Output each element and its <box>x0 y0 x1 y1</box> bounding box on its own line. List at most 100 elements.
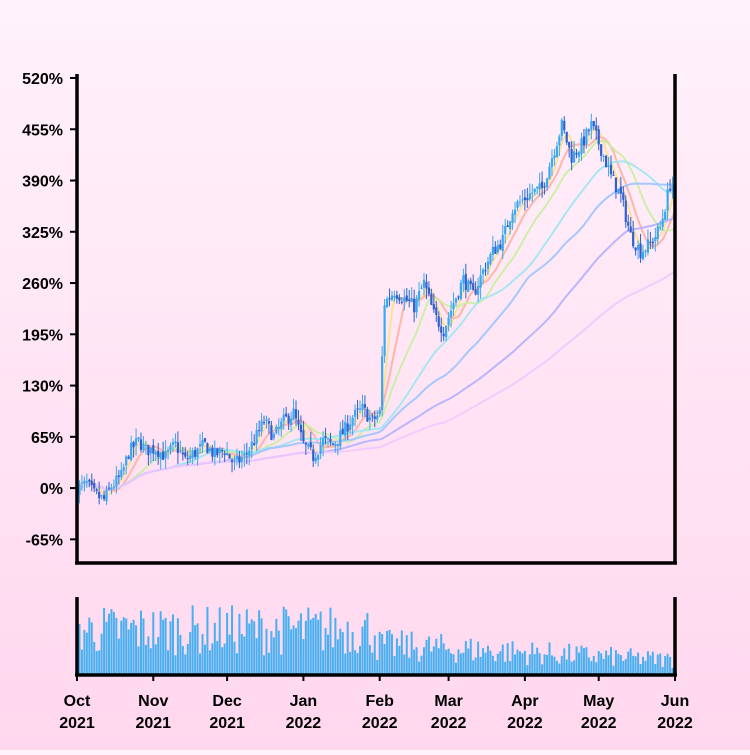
candle-body <box>590 121 593 131</box>
volume-bar <box>221 647 224 675</box>
volume-bar <box>440 633 443 675</box>
x-tick-month-label: Feb <box>365 693 394 710</box>
candle-body <box>78 483 81 496</box>
candle-body <box>531 192 534 194</box>
volume-bar <box>659 653 662 675</box>
candle-body <box>270 425 273 440</box>
volume-bar <box>85 632 88 675</box>
candle-body <box>457 296 460 298</box>
volume-bar <box>157 636 160 675</box>
candle-body <box>139 439 143 450</box>
volume-bar <box>226 612 229 675</box>
candle-body <box>388 298 391 300</box>
volume-bar <box>514 654 517 675</box>
candle-body <box>553 155 556 159</box>
candle-body <box>494 246 497 254</box>
candle-body <box>260 420 263 432</box>
volume-bar <box>413 649 416 675</box>
candle-body <box>105 489 108 502</box>
candle-body <box>472 283 475 291</box>
candle-body <box>464 273 467 290</box>
candle-body <box>272 434 275 439</box>
x-tick-month-label: Jan <box>290 693 318 710</box>
volume-bar <box>376 659 379 675</box>
candle-body <box>339 430 342 447</box>
volume-bar <box>272 637 275 675</box>
volume-bar <box>245 609 248 675</box>
volume-bar <box>474 657 477 675</box>
candle-body <box>184 452 187 457</box>
volume-bar <box>479 656 482 675</box>
volume-bar <box>459 653 462 675</box>
volume-bar <box>415 647 418 675</box>
volume-bar <box>142 618 145 675</box>
volume-bar <box>548 642 551 675</box>
volume-bar <box>132 619 135 675</box>
candle-body <box>398 297 401 301</box>
axes <box>75 74 677 677</box>
candle-body <box>400 301 403 303</box>
candle-body <box>378 410 381 415</box>
candle-body <box>646 239 650 253</box>
candle-body <box>353 409 357 417</box>
candle-body <box>267 421 271 424</box>
volume-bar <box>152 612 155 675</box>
volume-bar <box>656 654 659 675</box>
candlesticks <box>77 113 675 505</box>
volume-bar <box>115 617 118 675</box>
y-tick-label: 325% <box>22 225 63 242</box>
candle-body <box>208 448 211 452</box>
candle-body <box>437 316 440 327</box>
candle-body <box>211 447 214 457</box>
volume-bar <box>578 652 581 675</box>
volume-bar <box>467 648 470 675</box>
y-tick-label: 65% <box>31 430 63 447</box>
candle-body <box>243 453 246 456</box>
candle-body <box>641 251 645 260</box>
candle-body <box>194 449 197 457</box>
candle-body <box>417 290 421 300</box>
candle-body <box>206 443 209 454</box>
candle-body <box>314 457 317 462</box>
candle-body <box>636 245 640 251</box>
volume-bar <box>211 643 214 675</box>
candle-body <box>253 442 256 445</box>
x-tick-year-label: 2021 <box>59 715 95 732</box>
candle-body <box>656 226 659 240</box>
candle-body <box>250 441 253 450</box>
volume-bar <box>309 619 312 675</box>
volume-bar <box>605 650 608 675</box>
candle-body <box>292 408 295 420</box>
volume-bar <box>235 653 238 675</box>
y-tick-label: 195% <box>22 327 63 344</box>
volume-bar <box>341 632 344 675</box>
volume-bar <box>381 633 384 675</box>
candle-body <box>654 236 657 241</box>
volume-bar <box>462 652 465 675</box>
volume-bar <box>619 655 622 675</box>
volume-bar <box>351 632 354 675</box>
volume-bar <box>184 654 187 675</box>
volume-bar <box>189 632 192 675</box>
candle-body <box>110 487 113 490</box>
candle-body <box>587 130 590 132</box>
candle-body <box>95 489 98 491</box>
volume-bar <box>523 650 526 675</box>
y-tick-label: 0% <box>40 481 63 498</box>
candle-body <box>671 185 674 192</box>
candle-body <box>484 270 487 272</box>
y-tick-label: 390% <box>22 174 63 191</box>
candle-body <box>191 451 194 458</box>
volume-bar <box>250 619 253 675</box>
candle-body <box>358 408 362 410</box>
volume-bar <box>267 652 270 675</box>
candle-body <box>294 409 298 419</box>
volume-bar <box>518 651 521 675</box>
candle-body <box>607 165 610 167</box>
volume-bar <box>83 629 86 675</box>
volume-bar <box>329 607 332 675</box>
volume-bar <box>174 655 177 675</box>
volume-bar <box>501 644 504 675</box>
candle-body <box>90 480 93 485</box>
volume-bar <box>509 661 512 675</box>
